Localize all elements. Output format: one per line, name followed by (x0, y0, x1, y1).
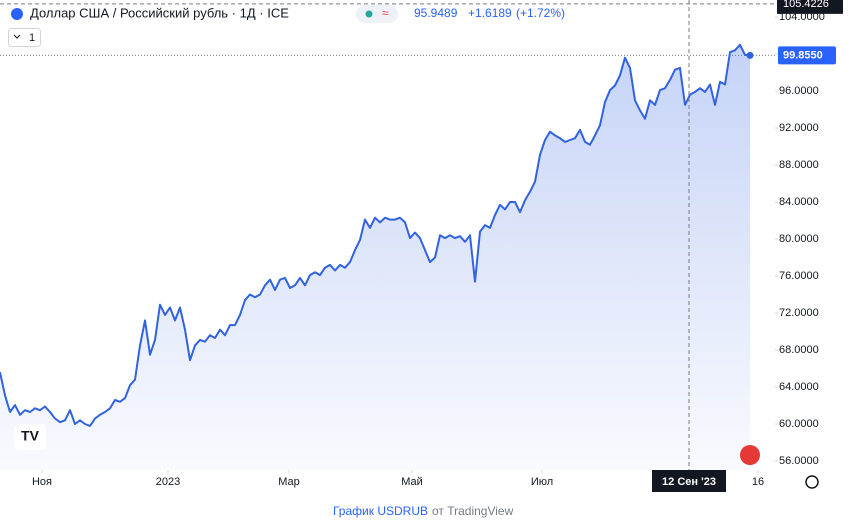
y-tick-label: 60.0000 (779, 418, 819, 430)
crosshair-y-bg (777, 0, 843, 14)
chevron (13, 34, 21, 39)
x-tick-label: Май (401, 476, 423, 488)
x-tick-label: 16 (752, 476, 764, 488)
y-tick-label: 96.0000 (779, 85, 819, 97)
y-tick-label: 92.0000 (779, 122, 819, 134)
flag-icon (740, 445, 760, 465)
price: 95.9489 (414, 6, 458, 20)
crosshair-y-label: 105.4226 (783, 0, 829, 10)
tv-logo-bg[interactable] (14, 424, 46, 450)
price-label-bg (778, 46, 836, 65)
symbol-icon (11, 8, 23, 20)
change-pct: (+1.72%) (516, 6, 565, 20)
crosshair-x-label: 12 Сен '23 (662, 476, 716, 488)
area-fill (0, 44, 750, 471)
y-tick-label: 64.0000 (779, 381, 819, 393)
indicator-toggle[interactable] (8, 28, 41, 47)
y-tick-label: 72.0000 (779, 307, 819, 319)
indicator-count: 1 (29, 32, 35, 44)
y-tick-label: 56.0000 (779, 455, 819, 467)
y-tick-label: 80.0000 (779, 233, 819, 245)
y-tick-label: 84.0000 (779, 196, 819, 208)
symbol-title[interactable]: Доллар США / Российский рубль · 1Д · ICE (30, 5, 289, 20)
y-tick-label: 88.0000 (779, 159, 819, 171)
price-line (0, 43, 751, 427)
x-tick-label: Ноя (32, 476, 52, 488)
footer-text: от TradingView (432, 504, 514, 518)
y-tick-label: 104.0000 (779, 11, 825, 23)
last-point (746, 51, 754, 59)
price-label: 99.8550 (783, 49, 823, 61)
status-dot (365, 10, 373, 18)
settings-icon[interactable] (805, 475, 819, 489)
status-icon: ≈ (382, 6, 389, 20)
crosshair-x-bg (652, 470, 726, 492)
tv-logo: TV (21, 428, 40, 444)
status-pill[interactable] (356, 5, 398, 23)
x-tick-label: Июл (531, 476, 553, 488)
change: +1.6189 (468, 6, 512, 20)
x-tick-label: Мар (278, 476, 300, 488)
x-tick-label: 2023 (156, 476, 180, 488)
y-tick-label: 68.0000 (779, 344, 819, 356)
footer-link[interactable]: График USDRUB (333, 504, 428, 518)
y-tick-label: 76.0000 (779, 270, 819, 282)
